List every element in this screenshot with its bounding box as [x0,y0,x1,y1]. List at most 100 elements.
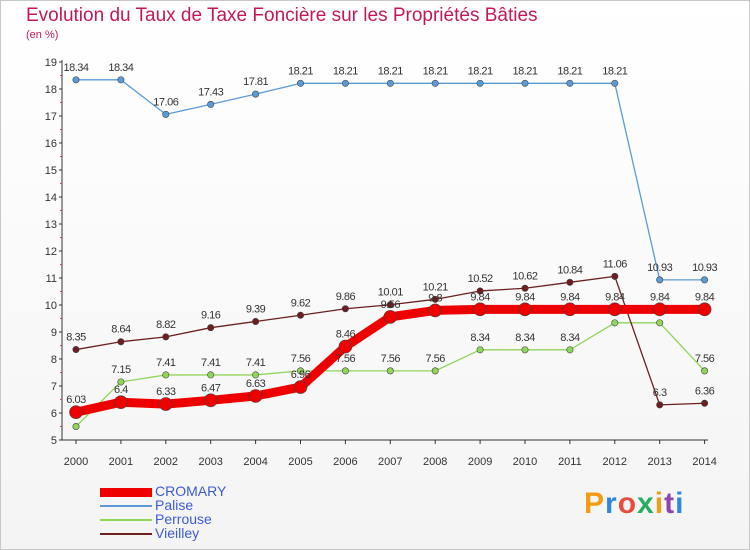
data-label-cromary: 8.46 [336,329,356,341]
y-tick-label: 10 [45,300,57,312]
data-label-cromary: 6.47 [201,382,221,394]
y-tick-label: 9 [51,327,57,339]
data-point-cromary [203,393,218,408]
x-tick-label: 2008 [423,456,447,468]
data-point-palise [162,110,170,118]
x-tick-label: 2013 [647,456,671,468]
data-label-perrouse: 8.34 [515,332,535,344]
data-point-palise [386,79,394,87]
series-line-perrouse [75,322,706,428]
logo-letter: t [664,487,676,520]
data-label-cromary: 9.84 [515,291,535,303]
data-label-vieilley: 8.35 [66,332,86,344]
y-tick-label: 15 [45,165,57,177]
data-label-vieilley: 11.06 [603,258,628,270]
legend-label: Perrouse [155,511,212,527]
data-point-perrouse [341,367,349,375]
data-point-perrouse [162,371,170,379]
data-point-perrouse [611,319,619,327]
legend-swatch [100,533,152,535]
data-label-perrouse: 7.56 [381,353,401,365]
data-point-cromary [159,397,173,411]
data-label-vieilley: 10.62 [512,270,537,282]
data-label-perrouse: 8.34 [470,332,490,344]
data-point-perrouse [521,346,529,354]
data-label-vieilley: 9.86 [336,291,356,303]
logo-letter: P [584,487,606,520]
data-point-palise [656,276,664,284]
chart-unit-label: (en %) [26,29,59,41]
data-point-cromary [697,302,712,317]
data-label-perrouse: 7.56 [425,353,445,365]
y-tick-label: 17 [45,111,57,123]
data-point-cromary [518,302,532,317]
data-point-palise [701,276,709,284]
x-tick-label: 2004 [243,456,267,468]
data-label-cromary: 9.84 [560,291,580,303]
y-tick-label: 8 [51,354,57,366]
data-point-palise [521,79,529,87]
data-label-cromary: 6.03 [66,394,86,406]
data-label-cromary: 9.8 [428,292,442,304]
data-label-cromary: 6.96 [291,369,311,381]
data-point-cromary [563,302,577,317]
data-point-vieilley [162,333,170,341]
data-point-perrouse [701,367,709,375]
data-point-vieilley [476,287,484,295]
legend-label: Palise [155,497,194,513]
data-label-palise: 18.21 [557,65,582,77]
logo-letter: i [675,487,685,520]
data-point-vieilley [296,311,304,319]
data-label-vieilley: 8.82 [156,319,176,331]
data-point-vieilley [431,295,439,303]
y-tick-label: 14 [45,192,57,204]
data-label-palise: 18.21 [288,65,313,77]
y-tick-label: 7 [51,381,57,393]
data-label-cromary: 9.84 [470,291,490,303]
logo-letter: i [654,487,665,520]
data-label-palise: 17.81 [243,76,268,88]
data-point-cromary [338,339,353,354]
data-point-cromary [473,302,487,317]
data-label-perrouse: 7.15 [111,364,131,376]
data-point-cromary [69,405,83,419]
data-point-cromary [652,302,667,317]
data-label-palise: 10.93 [692,262,717,274]
data-label-palise: 18.21 [602,65,627,77]
data-point-perrouse [656,319,664,327]
data-point-vieilley [386,301,394,309]
data-point-palise [117,76,125,84]
y-tick-label: 11 [46,273,57,285]
data-label-vieilley: 6.36 [695,385,715,397]
data-point-vieilley [611,272,619,280]
data-label-vieilley: 10.52 [468,273,493,285]
x-tick-label: 2003 [198,456,222,468]
x-tick-label: 2014 [692,456,716,468]
data-label-vieilley: 10.21 [423,281,448,293]
data-point-vieilley [341,305,349,313]
data-label-cromary: 6.33 [156,386,176,398]
data-point-perrouse [252,371,260,379]
x-tick-label: 2000 [64,456,88,468]
series-line-palise [75,79,706,281]
y-tick-label: 6 [51,408,57,420]
x-tick-label: 2005 [288,456,312,468]
data-point-palise [296,79,304,87]
data-label-cromary: 6.4 [114,384,128,396]
data-label-palise: 18.21 [423,65,448,77]
data-point-palise [566,79,574,87]
data-label-palise: 18.34 [63,62,88,74]
data-label-vieilley: 8.64 [111,324,131,336]
data-point-vieilley [701,399,709,407]
data-label-perrouse: 7.56 [291,353,311,365]
data-label-palise: 18.21 [378,65,403,77]
y-tick-label: 18 [45,84,57,96]
data-label-vieilley: 10.84 [557,264,582,276]
data-point-vieilley [566,278,574,286]
data-label-palise: 17.06 [153,96,178,108]
data-point-perrouse [72,422,80,430]
data-label-perrouse: 8.34 [560,332,580,344]
x-tick-label: 2006 [333,456,357,468]
